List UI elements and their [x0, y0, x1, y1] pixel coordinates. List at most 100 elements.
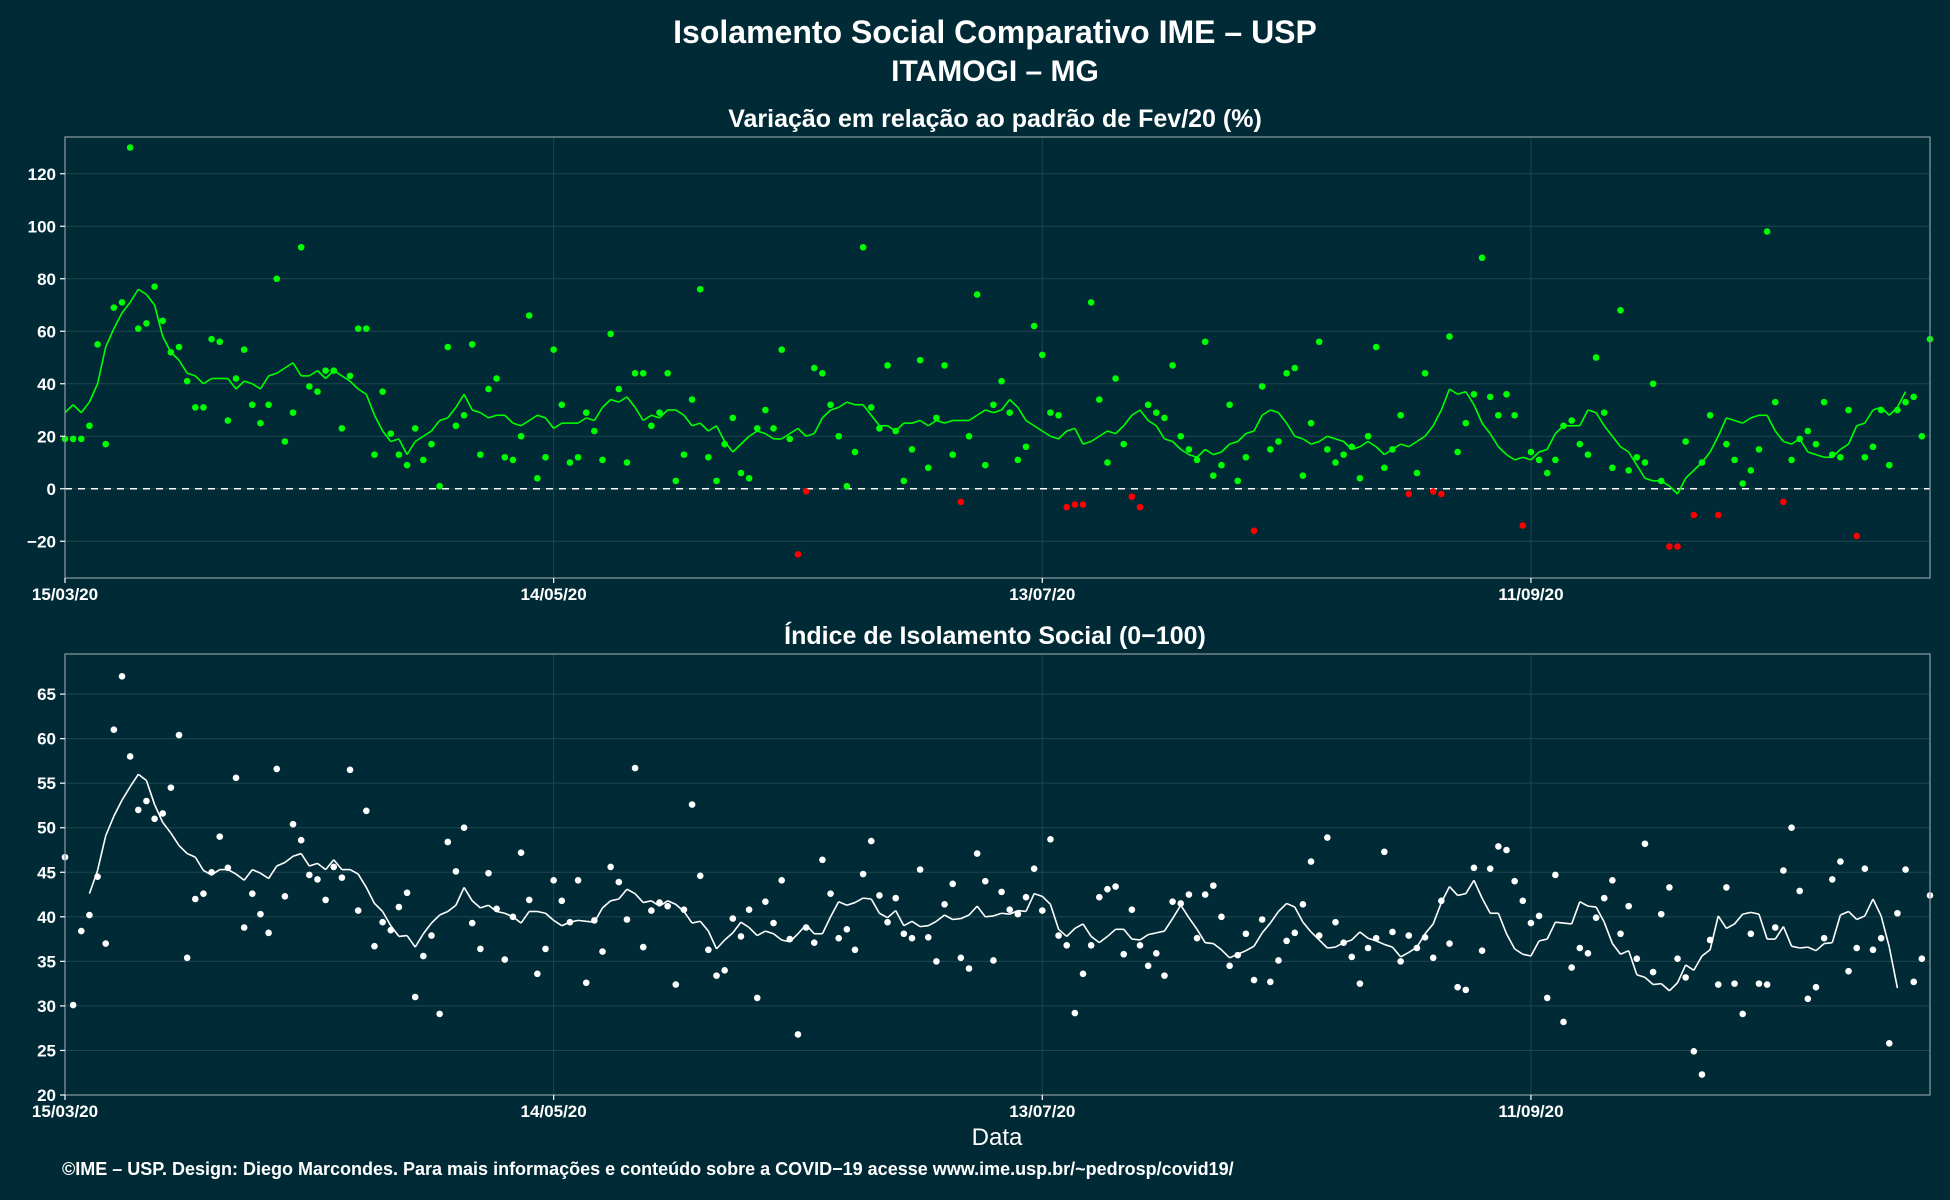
- moving-average-segment: [1587, 905, 1597, 908]
- moving-average-segment: [1277, 902, 1288, 913]
- data-point: [688, 396, 696, 403]
- main-subtitle: ITAMOGI – MG: [891, 55, 1099, 88]
- data-point: [1714, 511, 1722, 519]
- moving-average-segment: [406, 935, 416, 948]
- moving-average-segment: [1171, 904, 1182, 920]
- data-point: [1763, 981, 1771, 988]
- data-point: [1429, 954, 1437, 962]
- data-point: [664, 902, 671, 910]
- moving-average-segment: [1709, 435, 1719, 453]
- moving-average-segment: [1090, 435, 1100, 443]
- moving-average-segment: [308, 369, 318, 377]
- moving-average-segment: [985, 409, 994, 414]
- data-point: [957, 954, 965, 962]
- moving-average-segment: [1310, 931, 1320, 941]
- data-point: [183, 954, 191, 962]
- data-point: [639, 943, 647, 951]
- moving-average-segment: [1449, 388, 1459, 395]
- moving-average-segment: [797, 427, 807, 437]
- data-point: [1763, 228, 1771, 235]
- moving-average-segment: [1131, 938, 1141, 941]
- data-point: [1153, 950, 1160, 957]
- moving-average-segment: [357, 388, 367, 395]
- moving-average-segment: [748, 430, 758, 437]
- moving-average-segment: [1327, 946, 1336, 949]
- data-point: [965, 432, 973, 440]
- data-point: [884, 362, 891, 369]
- data-point: [1307, 419, 1315, 427]
- data-point: [1193, 456, 1201, 464]
- moving-average-segment: [960, 914, 970, 920]
- data-point: [460, 824, 468, 832]
- data-point: [1405, 490, 1413, 498]
- data-point: [607, 863, 614, 871]
- moving-average-segment: [1302, 921, 1312, 933]
- data-point: [110, 726, 118, 734]
- moving-average-segment: [1579, 409, 1589, 427]
- data-point: [656, 899, 663, 906]
- data-point: [794, 551, 802, 558]
- moving-average-segment: [1172, 440, 1182, 450]
- data-point: [778, 346, 785, 353]
- data-point: [1625, 902, 1632, 910]
- moving-average-segment: [1074, 923, 1084, 930]
- data-point: [1030, 865, 1038, 873]
- data-point: [1682, 974, 1689, 981]
- data-point: [1405, 932, 1413, 939]
- data-point: [1796, 887, 1803, 895]
- moving-average-segment: [829, 901, 840, 918]
- moving-average-segment: [773, 933, 783, 941]
- data-point: [1299, 472, 1307, 479]
- moving-average-segment: [1025, 893, 1035, 912]
- data-point: [452, 868, 460, 875]
- moving-average-segment: [1570, 901, 1581, 925]
- moving-average-segment: [1245, 430, 1255, 435]
- data-point: [216, 833, 224, 840]
- data-point: [1022, 443, 1030, 451]
- variation-panel-title: Variação em relação ao padrão de Fev/20 …: [728, 105, 1262, 133]
- data-point: [257, 910, 264, 918]
- data-point: [1120, 950, 1128, 958]
- moving-average-segment: [993, 912, 1002, 917]
- data-point: [1234, 477, 1242, 485]
- data-point: [582, 979, 590, 987]
- data-point: [94, 873, 101, 881]
- data-point: [1234, 951, 1242, 959]
- moving-average-segment: [463, 887, 473, 902]
- moving-average-segment: [1791, 945, 1800, 949]
- data-point: [159, 810, 167, 817]
- moving-average-segment: [1253, 932, 1263, 947]
- data-point: [688, 801, 696, 808]
- moving-average-segment: [610, 898, 619, 902]
- data-point: [1828, 876, 1836, 883]
- data-point: [1894, 406, 1901, 414]
- data-point: [1820, 934, 1828, 942]
- data-point: [1161, 414, 1168, 422]
- data-point: [1421, 934, 1429, 941]
- y-tick-label: −20: [27, 532, 56, 551]
- data-point: [1372, 934, 1380, 942]
- moving-average-segment: [145, 780, 156, 805]
- data-point: [86, 911, 93, 919]
- data-point: [1552, 871, 1559, 879]
- data-point: [933, 958, 940, 965]
- moving-average-segment: [993, 409, 1002, 414]
- moving-average-segment: [715, 939, 726, 950]
- moving-average-segment: [1701, 949, 1711, 957]
- data-point: [354, 907, 362, 914]
- index-panel: Índice de Isolamento Social (0−100) 20 25…: [32, 621, 1934, 1151]
- data-point: [134, 806, 142, 814]
- data-point: [1885, 461, 1893, 469]
- data-point: [786, 435, 794, 443]
- data-point: [981, 877, 989, 885]
- data-point: [843, 482, 851, 490]
- moving-average-segment: [553, 422, 563, 430]
- data-point: [509, 913, 517, 921]
- data-point: [851, 448, 859, 456]
- moving-average-segment: [756, 930, 766, 937]
- data-point: [208, 335, 215, 343]
- x-tick-label: 14/05/20: [521, 585, 587, 604]
- data-point: [1047, 836, 1054, 843]
